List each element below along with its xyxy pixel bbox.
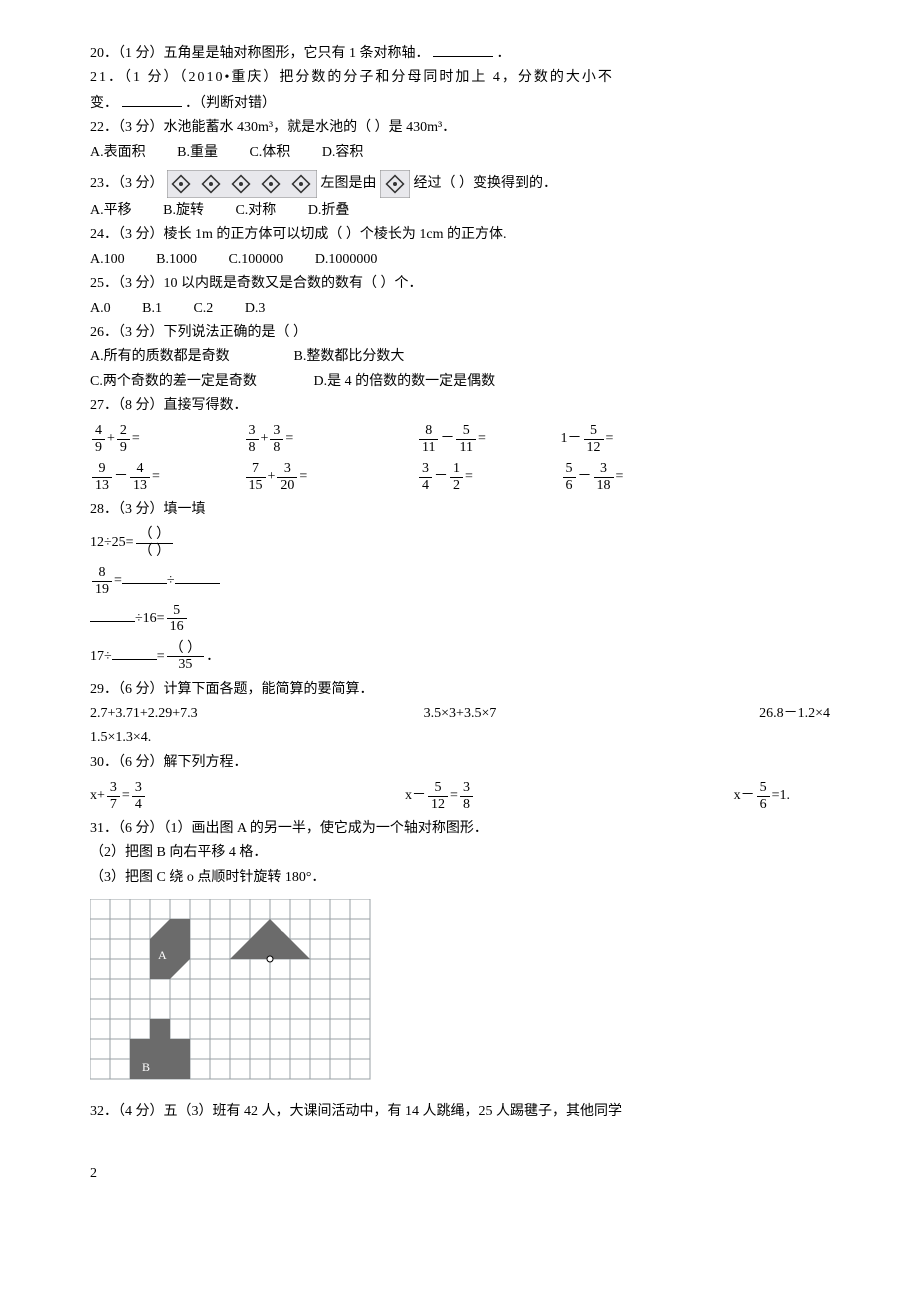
q31-l1: 31．（6 分）（1）画出图 A 的另一半，使它成为一个轴对称图形． — [90, 818, 830, 840]
q20-tail: ． — [497, 46, 511, 61]
pattern-row-icon — [167, 170, 317, 198]
pattern-single-icon — [380, 170, 410, 198]
q27-r2c1: 913－413= — [90, 461, 240, 493]
q23-opt-b[interactable]: B.旋转 — [163, 203, 204, 218]
q27-row1: 49+29= 38+38= 811－511= 1－512= — [90, 423, 830, 455]
q28-l3-blank[interactable] — [90, 607, 135, 622]
q26-opt-d[interactable]: D.是 4 的倍数的数一定是偶数 — [314, 374, 496, 389]
q29-c3: 26.8－1.2×4 — [583, 703, 830, 725]
q21-line2: 变． ．（判断对错） — [90, 92, 830, 115]
q26-opt-c[interactable]: C.两个奇数的差一定是奇数 — [90, 371, 310, 393]
q27-r2c4: 56－318= — [561, 461, 681, 493]
q25-opt-b[interactable]: B.1 — [142, 301, 162, 316]
svg-text:C: C — [280, 921, 288, 935]
q28-l4-blank[interactable] — [112, 645, 157, 660]
q25-text: 25．（3 分）10 以内既是奇数又是合数的数有（ ）个． — [90, 273, 830, 295]
q25-options: A.0 B.1 C.2 D.3 — [90, 298, 830, 320]
q21-line1: 21．（1 分）（2010•重庆）把分数的分子和分母同时加上 4，分数的大小不 — [90, 67, 830, 89]
q21-tail: ．（判断对错） — [185, 96, 276, 111]
q24-options: A.100 B.1000 C.100000 D.1000000 — [90, 249, 830, 271]
q23-post: 经过（ ）变换得到的． — [414, 176, 558, 191]
q23-mid: 左图是由 — [321, 176, 377, 191]
q22-opt-d[interactable]: D.容积 — [322, 145, 364, 160]
q29-row: 2.7+3.71+2.29+7.3 3.5×3+3.5×7 26.8－1.2×4 — [90, 703, 830, 725]
q28-line2: 819=÷ — [90, 565, 830, 597]
q25-opt-d[interactable]: D.3 — [245, 301, 266, 316]
q23-opt-a[interactable]: A.平移 — [90, 203, 132, 218]
q20-blank[interactable] — [433, 42, 493, 57]
q28-line4: 17÷=（ ）35． — [90, 641, 830, 673]
q28-line1: 12÷25=（ ）（ ） — [90, 527, 830, 559]
q24-opt-a[interactable]: A.100 — [90, 252, 125, 267]
q26-opt-b[interactable]: B.整数都比分数大 — [294, 349, 405, 364]
q23-options: A.平移 B.旋转 C.对称 D.折叠 — [90, 200, 830, 222]
q21-text-a: 21．（1 分）（2010•重庆）把分数的分子和分母同时加上 4，分数的大小不 — [90, 70, 614, 85]
q24-text: 24．（3 分）棱长 1m 的正方体可以切成（ ）个棱长为 1cm 的正方体. — [90, 224, 830, 246]
q30-e2: x－512=38 — [323, 780, 556, 812]
q31-grid: A B C — [90, 899, 830, 1081]
q27-r1c3: 811－511= — [417, 423, 557, 455]
q27-r1c2: 38+38= — [244, 423, 414, 455]
q29-c2: 3.5×3+3.5×7 — [337, 703, 584, 725]
q23-opt-d[interactable]: D.折叠 — [308, 203, 350, 218]
q27-r2c3: 34－12= — [417, 461, 557, 493]
q32-text: 32．（4 分）五（3）班有 42 人，大课间活动中，有 14 人跳绳，25 人… — [90, 1101, 830, 1123]
q26-text: 26．（3 分）下列说法正确的是（ ） — [90, 322, 830, 344]
q28-title: 28．（3 分）填一填 — [90, 499, 830, 521]
q30-title: 30．（6 分）解下列方程． — [90, 752, 830, 774]
q29-c1: 2.7+3.71+2.29+7.3 — [90, 703, 337, 725]
svg-text:B: B — [142, 1060, 150, 1074]
q22-opt-b[interactable]: B.重量 — [177, 145, 218, 160]
q20: 20．（1 分）五角星是轴对称图形，它只有 1 条对称轴． ． — [90, 42, 830, 65]
svg-text:A: A — [158, 948, 167, 962]
q29-title: 29．（6 分）计算下面各题，能简算的要简算． — [90, 679, 830, 701]
q25-opt-c[interactable]: C.2 — [193, 301, 213, 316]
q24-opt-c[interactable]: C.100000 — [228, 252, 283, 267]
q30-row: x+37=34 x－512=38 x－56=1. — [90, 780, 830, 812]
q27-title: 27．（8 分）直接写得数． — [90, 395, 830, 417]
q27-row2: 913－413= 715+320= 34－12= 56－318= — [90, 461, 830, 493]
q26-opt-a[interactable]: A.所有的质数都是奇数 — [90, 346, 290, 368]
q31-l3: （3）把图 C 绕 o 点顺时针旋转 180°． — [90, 867, 830, 889]
q22-text: 22．（3 分）水池能蓄水 430m³，就是水池的（ ）是 430m³． — [90, 117, 830, 139]
q28-l2-blank2[interactable] — [175, 569, 220, 584]
q27-r1c1: 49+29= — [90, 423, 240, 455]
q24-opt-d[interactable]: D.1000000 — [315, 252, 378, 267]
q25-opt-a[interactable]: A.0 — [90, 301, 111, 316]
q22-opt-a[interactable]: A.表面积 — [90, 145, 146, 160]
q23-pre: 23．（3 分） — [90, 176, 164, 191]
q31-l2: （2）把图 B 向右平移 4 格． — [90, 842, 830, 864]
q21-text-b: 变． — [90, 96, 118, 111]
q21-blank[interactable] — [122, 92, 182, 107]
q27-r1c4: 1－512= — [561, 423, 681, 455]
q27-r2c2: 715+320= — [244, 461, 414, 493]
q30-e3: x－56=1. — [557, 780, 830, 812]
q29-c4: 1.5×1.3×4. — [90, 727, 830, 749]
q26-row1: A.所有的质数都是奇数 B.整数都比分数大 — [90, 346, 830, 368]
q28-line3: ÷16=516 — [90, 603, 830, 635]
q24-opt-b[interactable]: B.1000 — [156, 252, 197, 267]
q22-options: A.表面积 B.重量 C.体积 D.容积 — [90, 142, 830, 164]
q23: 23．（3 分） 左图是由 经过（ ）变换得到的． — [90, 170, 830, 198]
q28-l2-blank1[interactable] — [122, 569, 167, 584]
q30-e1: x+37=34 — [90, 780, 323, 812]
q22-opt-c[interactable]: C.体积 — [249, 145, 290, 160]
page-number: 2 — [90, 1163, 830, 1185]
grid-figure-icon: A B C — [90, 899, 372, 1081]
q20-text: 20．（1 分）五角星是轴对称图形，它只有 1 条对称轴． — [90, 46, 430, 61]
q23-opt-c[interactable]: C.对称 — [235, 203, 276, 218]
q26-row2: C.两个奇数的差一定是奇数 D.是 4 的倍数的数一定是偶数 — [90, 371, 830, 393]
